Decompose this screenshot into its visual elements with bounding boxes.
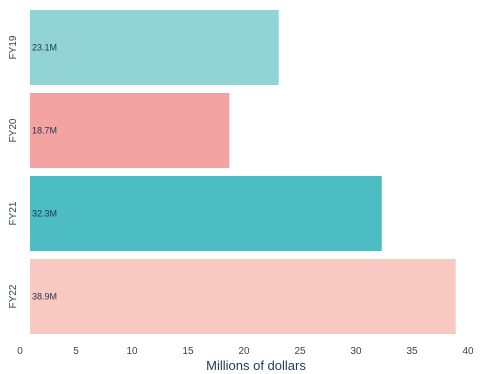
x-tick-label: 5 bbox=[73, 346, 79, 357]
value-label-fy22: 38.9M bbox=[32, 292, 57, 302]
x-axis-title: Millions of dollars bbox=[206, 358, 306, 373]
x-axis-ticks: 0 5 10 15 20 25 30 35 40 bbox=[17, 346, 474, 357]
x-tick-label: 35 bbox=[406, 346, 418, 357]
x-tick-label: 0 bbox=[17, 346, 23, 357]
category-label-fy19: FY19 bbox=[8, 35, 19, 59]
category-label-fy21: FY21 bbox=[8, 201, 19, 225]
category-labels: FY19 FY20 FY21 FY22 bbox=[8, 35, 19, 308]
bars-group bbox=[30, 10, 456, 334]
category-label-fy20: FY20 bbox=[8, 118, 19, 142]
value-labels: 23.1M 18.7M 32.3M 38.9M bbox=[32, 43, 57, 302]
x-tick-label: 15 bbox=[182, 346, 194, 357]
x-tick-label: 20 bbox=[238, 346, 250, 357]
x-tick-label: 25 bbox=[294, 346, 306, 357]
bar-fy22 bbox=[30, 259, 456, 334]
x-tick-label: 40 bbox=[462, 346, 474, 357]
value-label-fy20: 18.7M bbox=[32, 126, 57, 136]
value-label-fy19: 23.1M bbox=[32, 43, 57, 53]
x-tick-label: 30 bbox=[350, 346, 362, 357]
x-tick-label: 10 bbox=[126, 346, 138, 357]
bar-fy20 bbox=[30, 93, 230, 168]
value-label-fy21: 32.3M bbox=[32, 209, 57, 219]
category-label-fy22: FY22 bbox=[8, 284, 19, 308]
bar-fy19 bbox=[30, 10, 279, 85]
bar-fy21 bbox=[30, 176, 382, 251]
